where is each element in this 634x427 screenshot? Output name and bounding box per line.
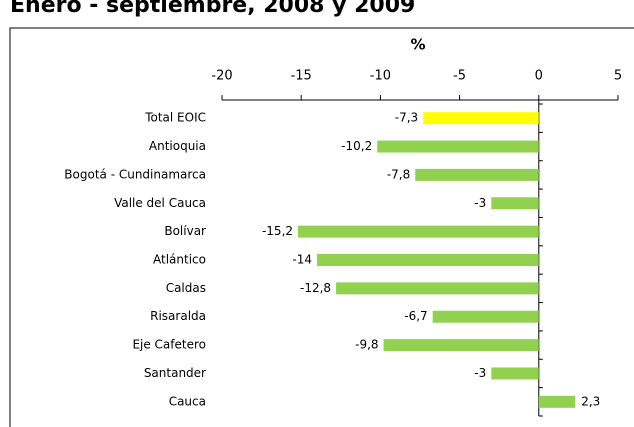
bar	[383, 339, 539, 352]
value-label: -10,2	[341, 139, 372, 153]
value-label: -9,8	[355, 338, 378, 352]
value-label: 2,3	[581, 394, 600, 408]
x-tick-label: -20	[211, 69, 232, 84]
y-tick-label: Bogotá - Cundinamarca	[64, 167, 206, 181]
y-tick-label: Cauca	[169, 394, 206, 408]
axis-title: %	[410, 36, 425, 54]
y-tick-label: Bolívar	[164, 224, 206, 238]
bar	[336, 282, 539, 295]
bar	[491, 367, 539, 380]
y-tick-label: Santander	[144, 366, 206, 380]
value-label: -6,7	[404, 309, 427, 323]
y-tick-label: Valle del Cauca	[114, 196, 206, 210]
bar	[415, 168, 539, 181]
chart-frame	[9, 27, 634, 427]
value-label: -15,2	[262, 224, 293, 238]
x-tick-label: 0	[535, 69, 543, 84]
y-tick-label: Risaralda	[150, 309, 206, 323]
y-tick-label: Atlántico	[153, 253, 206, 267]
y-tick-label: Caldas	[166, 281, 206, 295]
chart-title: Enero - septiembre, 2008 y 2009	[10, 0, 415, 18]
value-label: -7,8	[387, 167, 410, 181]
value-label: -12,8	[300, 281, 331, 295]
y-tick-label: Total EOIC	[144, 111, 206, 125]
bar	[377, 140, 539, 153]
bar	[538, 395, 576, 408]
bar	[423, 112, 539, 125]
x-tick-label: -5	[453, 69, 466, 84]
bar	[491, 197, 539, 210]
value-label: -7,3	[395, 111, 418, 125]
value-label: -3	[474, 366, 486, 380]
x-tick-label: 5	[614, 69, 622, 84]
value-label: -14	[292, 253, 312, 267]
x-tick-label: -10	[370, 69, 391, 84]
bar	[298, 225, 539, 238]
y-tick-label: Antioquia	[149, 139, 206, 153]
y-tick-label: Eje Cafetero	[132, 338, 206, 352]
bar	[317, 254, 539, 266]
bar	[432, 310, 539, 323]
x-tick-label: -15	[291, 69, 312, 84]
value-label: -3	[474, 196, 486, 210]
